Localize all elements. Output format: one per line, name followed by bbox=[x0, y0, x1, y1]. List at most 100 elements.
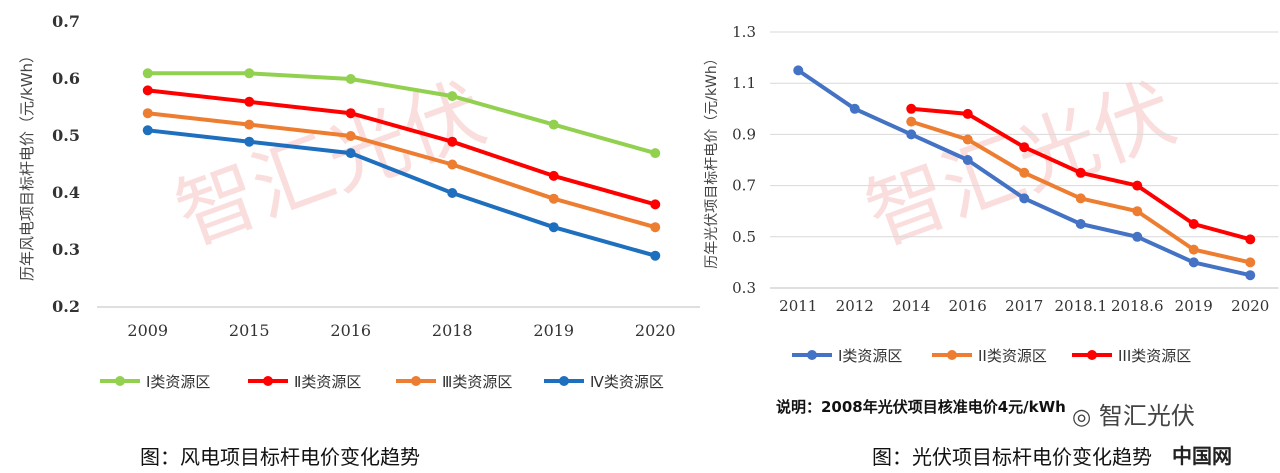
wind-x-tick-label: 2018 bbox=[432, 321, 473, 340]
solar-x-tick-label: 2018.1 bbox=[1055, 297, 1108, 315]
wind-series-4-point bbox=[345, 148, 356, 159]
solar-x-tick-label: 2016 bbox=[949, 297, 987, 315]
wind-series-1-point bbox=[650, 148, 661, 159]
solar-y-tick-label: 1.3 bbox=[732, 23, 756, 41]
solar-y-tick-label: 1.1 bbox=[732, 74, 756, 92]
solar-series-1-point bbox=[1245, 270, 1256, 281]
solar-y-axis-title: 历年光伏项目标杆电价（元/kWh） bbox=[704, 51, 720, 269]
solar-x-tick-label: 2020 bbox=[1231, 297, 1269, 315]
wind-series-4-point bbox=[142, 125, 153, 136]
wind-legend-label: Ⅲ类资源区 bbox=[442, 373, 512, 391]
solar-plot-area: 0.3 0.5 0.7 0.9 1.1 1.3 2011 2012 2014 2016 2017 20… bbox=[704, 23, 1279, 365]
solar-caption: 图：光伏项目标杆电价变化趋势 bbox=[872, 445, 1152, 469]
wind-series-4-point bbox=[650, 250, 661, 261]
wind-legend-marker bbox=[263, 376, 273, 386]
solar-series-1-point bbox=[1019, 193, 1030, 204]
wind-legend-label: Ⅱ类资源区 bbox=[294, 373, 361, 391]
solar-legend-label: III类资源区 bbox=[1118, 347, 1191, 365]
solar-series-3-point bbox=[1245, 234, 1256, 245]
solar-series-2-point bbox=[1019, 167, 1030, 178]
solar-x-tick-label: 2011 bbox=[779, 297, 817, 315]
solar-x-tick-label: 2018.6 bbox=[1111, 297, 1164, 315]
solar-series-1-point bbox=[906, 129, 917, 140]
solar-legend-marker bbox=[1087, 350, 1097, 360]
wind-x-tick-label: 2015 bbox=[229, 321, 270, 340]
solar-series-2-point bbox=[962, 134, 973, 145]
solar-series-3-point bbox=[1188, 219, 1199, 229]
wechat-icon: ◎ bbox=[1072, 405, 1092, 430]
wind-series-line-1 bbox=[147, 71, 656, 156]
wind-x-tick-label: 2020 bbox=[635, 321, 676, 340]
wind-series-1-point bbox=[142, 68, 153, 79]
wechat-brand-text: 智汇光伏 bbox=[1098, 402, 1195, 430]
wind-y-tick-label: 0.5 bbox=[52, 126, 80, 145]
wind-series-1-point bbox=[548, 119, 559, 130]
wechat-brand-overlay: ◎ 智汇光伏 bbox=[1072, 396, 1195, 431]
wind-series-4-point bbox=[244, 136, 255, 147]
wind-y-tick-label: 0.7 bbox=[52, 12, 80, 31]
solar-series-3-point bbox=[906, 103, 917, 114]
solar-series-1-point bbox=[1075, 219, 1086, 229]
solar-x-tick-label: 2012 bbox=[836, 297, 874, 315]
wind-series-3-point bbox=[244, 119, 255, 130]
wind-series-line-2 bbox=[147, 88, 656, 207]
wind-legend-marker bbox=[115, 376, 125, 386]
wind-series-3-point bbox=[142, 108, 153, 119]
solar-legend-marker bbox=[947, 350, 957, 360]
wind-y-tick-label: 0.4 bbox=[52, 183, 80, 202]
solar-y-tick-label: 0.3 bbox=[732, 279, 756, 297]
wind-caption: 图：风电项目标杆电价变化趋势 bbox=[140, 445, 420, 469]
solar-y-tick-label: 0.9 bbox=[732, 125, 756, 143]
solar-series-1-point bbox=[1188, 257, 1199, 268]
site-brand-text: 中国网 bbox=[1172, 444, 1232, 468]
wind-series-line-3 bbox=[147, 111, 656, 230]
wind-legend-marker bbox=[559, 376, 569, 386]
wind-x-tick-label: 2009 bbox=[127, 321, 168, 340]
solar-y-tick-label: 0.7 bbox=[732, 177, 756, 195]
solar-series-2-point bbox=[1075, 193, 1086, 204]
wind-x-tick-label: 2019 bbox=[533, 321, 574, 340]
wind-series-4-point bbox=[548, 222, 559, 233]
solar-legend-label: I类资源区 bbox=[838, 347, 902, 365]
wind-series-4-point bbox=[447, 188, 458, 198]
solar-chart: 智汇光伏 0.3 0.5 0.7 0.9 1.1 1.3 2011 2012 2014 2016 2… bbox=[700, 0, 1280, 473]
solar-series-1-point bbox=[849, 103, 860, 114]
solar-note: 说明：2008年光伏项目核准电价4元/kWh bbox=[776, 398, 1066, 416]
solar-x-tick-label: 2019 bbox=[1175, 297, 1213, 315]
wind-chart: 智汇光伏 0.2 0.3 0.4 0.5 0.6 0.7 2009 2015 2016 2018 2… bbox=[18, 12, 700, 391]
wind-series-2-point bbox=[447, 136, 458, 147]
wind-plot-area: 0.2 0.3 0.4 0.5 0.6 0.7 2009 2015 2016 2018 2019 20… bbox=[18, 12, 700, 391]
solar-y-tick-label: 0.5 bbox=[732, 228, 756, 246]
solar-legend-marker bbox=[807, 350, 817, 360]
wind-series-line-4 bbox=[147, 128, 656, 258]
solar-series-1-point bbox=[793, 65, 804, 76]
solar-series-3-point bbox=[1019, 142, 1030, 153]
wind-y-tick-label: 0.3 bbox=[52, 240, 80, 259]
solar-legend-label: II类资源区 bbox=[978, 347, 1047, 365]
solar-series-2-point bbox=[1132, 206, 1143, 217]
wind-series-1-point bbox=[345, 74, 356, 84]
site-brand-overlay: 中国网 bbox=[1172, 440, 1232, 469]
wind-legend-label: Ⅳ类资源区 bbox=[590, 373, 664, 391]
solar-x-tick-label: 2014 bbox=[892, 297, 930, 315]
wind-legend-label: Ⅰ类资源区 bbox=[146, 373, 210, 391]
wind-series-1-point bbox=[244, 68, 255, 79]
wind-series-2-point bbox=[345, 108, 356, 119]
wind-series-3-point bbox=[548, 193, 559, 204]
wind-series-1-point bbox=[447, 91, 458, 102]
solar-series-2-point bbox=[1188, 244, 1199, 255]
wind-series-2-point bbox=[142, 85, 153, 96]
wind-series-2-point bbox=[650, 199, 661, 210]
wind-series-3-point bbox=[650, 222, 661, 233]
solar-series-2-point bbox=[1245, 257, 1256, 268]
solar-series-3-point bbox=[1075, 167, 1086, 178]
solar-x-tick-label: 2017 bbox=[1005, 297, 1043, 315]
wind-series-3-point bbox=[447, 159, 458, 170]
solar-series-1-point bbox=[962, 155, 973, 165]
wind-series-2-point bbox=[548, 170, 559, 181]
wind-series-2-point bbox=[244, 96, 255, 107]
wind-x-tick-label: 2016 bbox=[330, 321, 371, 340]
wind-series-3-point bbox=[345, 131, 356, 141]
